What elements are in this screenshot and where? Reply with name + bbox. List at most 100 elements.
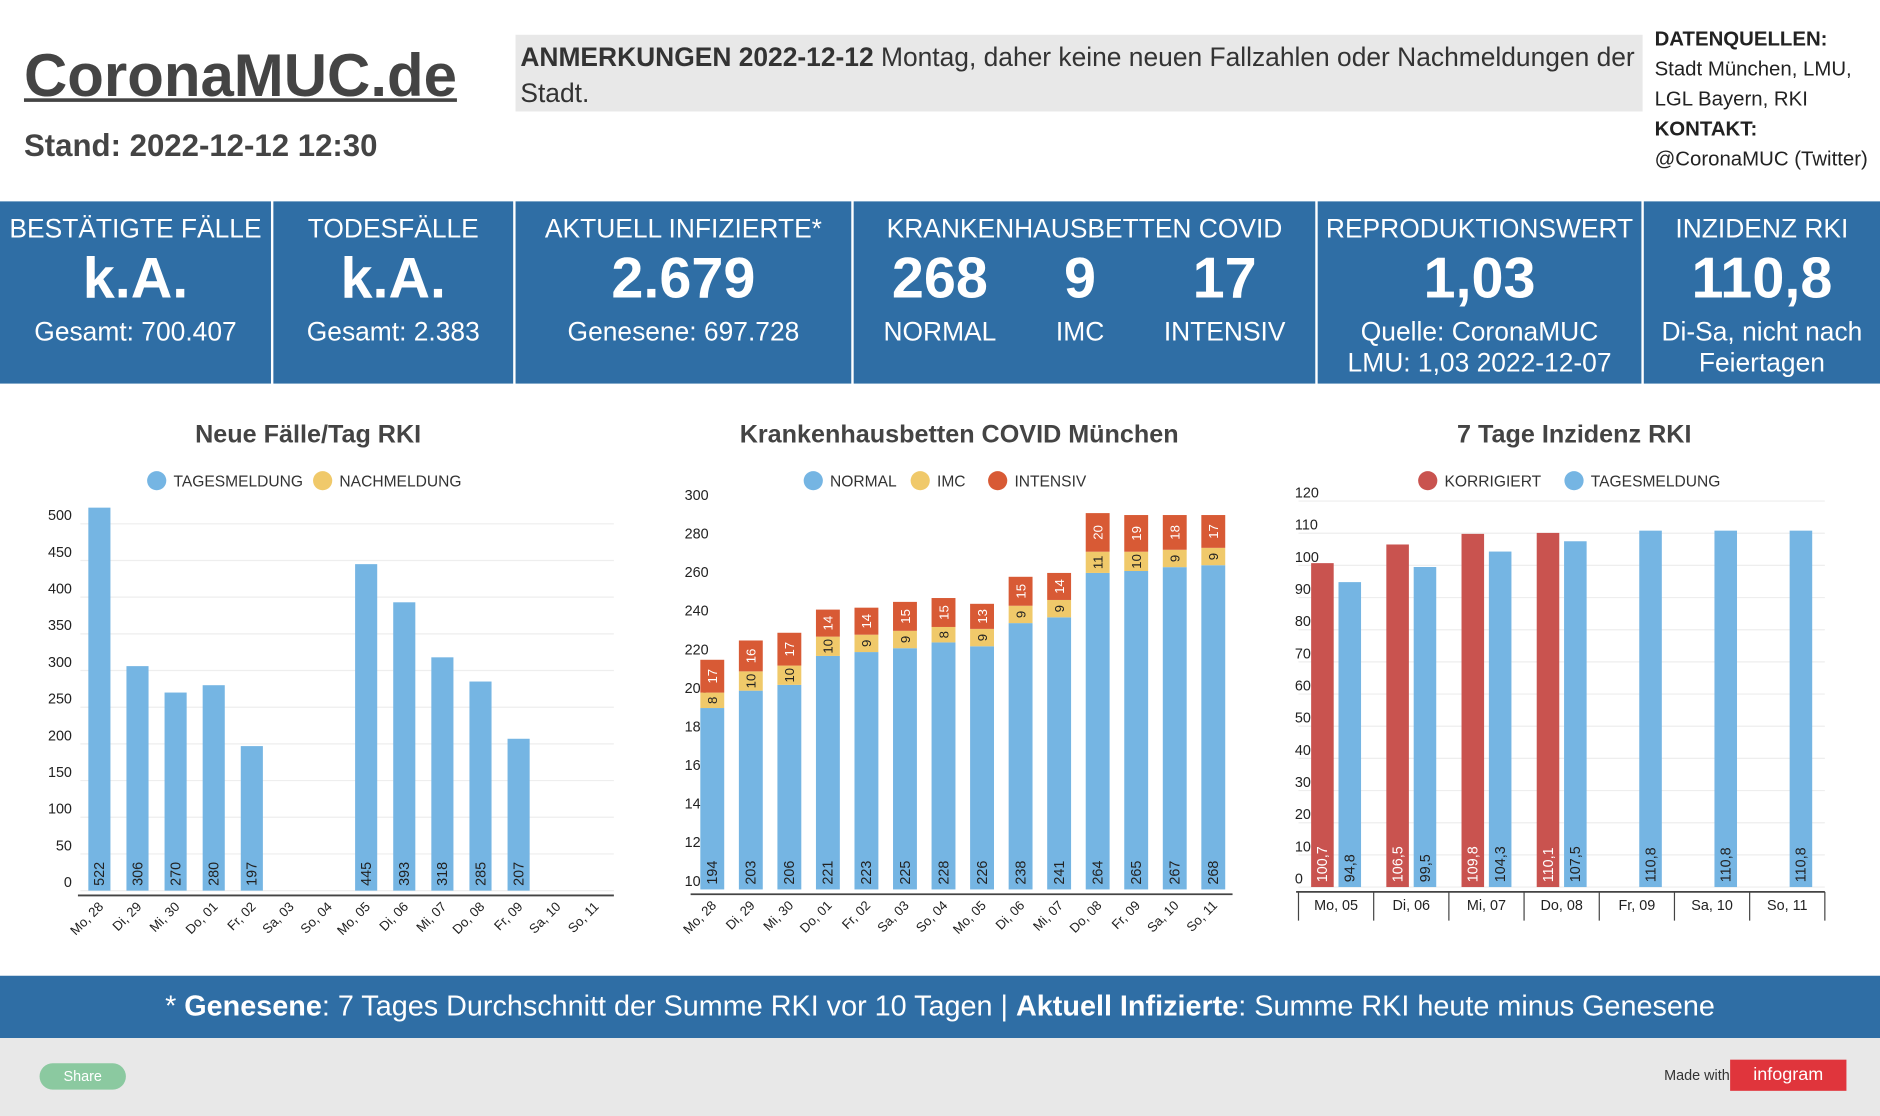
value-label: 285 xyxy=(473,862,489,886)
timestamp: Stand: 2022-12-12 12:30 xyxy=(23,127,378,164)
bar xyxy=(1386,544,1409,888)
value-label: 9 xyxy=(975,634,990,641)
bar xyxy=(893,601,917,631)
kpi-item: 268 NORMAL xyxy=(883,245,996,348)
bar xyxy=(970,646,994,890)
bar xyxy=(1789,530,1813,888)
value-label: 223 xyxy=(859,861,875,885)
y-tick-label: 0 xyxy=(1295,871,1303,887)
value-label: 9 xyxy=(1013,611,1028,618)
bar xyxy=(700,708,725,890)
y-tick-label: 50 xyxy=(56,838,72,854)
footnote-bold: Aktuell Infizierte xyxy=(1016,990,1239,1023)
value-label: 9 xyxy=(1052,605,1067,612)
y-tick-label: 0 xyxy=(64,875,72,891)
bar xyxy=(1162,549,1187,568)
bottom-bar: Share Made with infogram xyxy=(0,1038,1880,1116)
y-tick-label: 260 xyxy=(685,565,709,581)
value-label: 270 xyxy=(168,862,184,886)
value-label: 445 xyxy=(359,862,375,886)
bar xyxy=(777,632,802,666)
y-tick-label: 70 xyxy=(1295,646,1311,662)
kpi-box: BESTÄTIGTE FÄLLE k.A. Gesamt: 700.407 xyxy=(0,201,271,384)
kpi-box: AKTUELL INFIZIERTE* 2.679 Genesene: 697.72… xyxy=(515,201,852,384)
value-label: 110,8 xyxy=(1719,847,1735,882)
value-label: 100,7 xyxy=(1315,846,1331,882)
value-label: 15 xyxy=(936,605,951,620)
x-tick-label: Do, 01 xyxy=(797,898,835,936)
bar xyxy=(240,746,263,891)
kpi-box: TODESFÄLLE k.A. Gesamt: 2.383 xyxy=(273,201,514,384)
kpi-value: 2.679 xyxy=(611,246,756,311)
x-tick-label: Mi, 07 xyxy=(1467,898,1506,914)
x-tick-label: So, 04 xyxy=(297,899,335,937)
y-tick-label: 10 xyxy=(1295,839,1311,855)
y-tick-label: 100 xyxy=(48,802,72,818)
kpi-value: 17 xyxy=(1192,246,1257,311)
value-label: 15 xyxy=(898,609,913,624)
value-label: 10 xyxy=(744,674,759,689)
bar xyxy=(393,602,416,891)
value-label: 19 xyxy=(1129,526,1144,541)
y-tick-label: 250 xyxy=(48,692,72,708)
bar xyxy=(1461,533,1485,888)
value-label: 14 xyxy=(859,614,874,629)
legend-label: TAGESMELDUNG xyxy=(1591,474,1721,491)
x-tick-label: Sa, 10 xyxy=(1144,898,1182,936)
kpi-sub: Gesamt: 700.407 xyxy=(34,316,237,347)
bar xyxy=(507,738,530,891)
legend-swatch xyxy=(910,471,930,491)
kpi-band: BESTÄTIGTE FÄLLE k.A. Gesamt: 700.407 TODES… xyxy=(0,201,1880,384)
bar xyxy=(1413,566,1437,888)
y-tick-label: 350 xyxy=(48,618,72,634)
value-label: 241 xyxy=(1052,861,1068,885)
bar xyxy=(854,634,879,653)
kpi-sub: Gesamt: 2.383 xyxy=(306,316,480,347)
value-label: 197 xyxy=(245,862,261,886)
bar xyxy=(1085,513,1110,552)
x-tick-label: Fr, 09 xyxy=(1618,898,1655,914)
chart-title: Krankenhausbetten COVID München xyxy=(740,420,1179,448)
value-label: 203 xyxy=(744,861,760,885)
x-tick-label: Mi, 30 xyxy=(147,899,183,935)
bar xyxy=(1047,599,1072,618)
bar xyxy=(1564,541,1587,888)
bar xyxy=(1085,572,1110,890)
legend-label: TAGESMELDUNG xyxy=(173,474,303,491)
value-label: 110,8 xyxy=(1643,847,1659,882)
legend-swatch xyxy=(988,471,1008,491)
bar xyxy=(970,603,994,629)
value-label: 9 xyxy=(1168,555,1183,562)
bar xyxy=(469,681,492,891)
kpi-box: KRANKENHAUSBETTEN COVID 268 NORMAL 9 IMC 17 IN… xyxy=(853,201,1316,384)
footnote-bold: Genesene xyxy=(184,990,322,1023)
bar xyxy=(355,564,378,891)
sources-text: Stadt München, LMU, LGL Bayern, RKI xyxy=(1654,57,1852,111)
x-tick-label: Mo, 28 xyxy=(67,899,106,938)
legend-swatch xyxy=(1418,471,1438,491)
value-label: 9 xyxy=(1206,553,1221,560)
x-tick-label: Do, 08 xyxy=(449,899,487,937)
bar xyxy=(1124,571,1149,890)
kpi-item: 9 IMC xyxy=(1056,245,1104,348)
share-button[interactable]: Share xyxy=(39,1063,126,1090)
bar xyxy=(1162,515,1187,550)
y-tick-label: 150 xyxy=(48,765,72,781)
brand[interactable]: infogram xyxy=(1730,1059,1847,1091)
kpi-value: 268 xyxy=(891,246,988,311)
value-label: 18 xyxy=(1168,525,1183,540)
x-tick-label: Fr, 09 xyxy=(1109,898,1143,932)
value-label: 94,8 xyxy=(1343,854,1359,882)
bar xyxy=(700,692,725,709)
legend-label: INTENSIV xyxy=(1014,474,1086,491)
bar xyxy=(164,692,187,891)
value-label: 280 xyxy=(207,862,223,886)
value-label: 8 xyxy=(705,697,720,704)
kpi-title: KRANKENHAUSBETTEN COVID xyxy=(886,213,1283,244)
y-tick-label: 220 xyxy=(685,642,709,658)
x-tick-label: Sa, 10 xyxy=(1691,898,1733,914)
bar xyxy=(1201,565,1226,890)
value-label: 106,5 xyxy=(1390,846,1406,882)
